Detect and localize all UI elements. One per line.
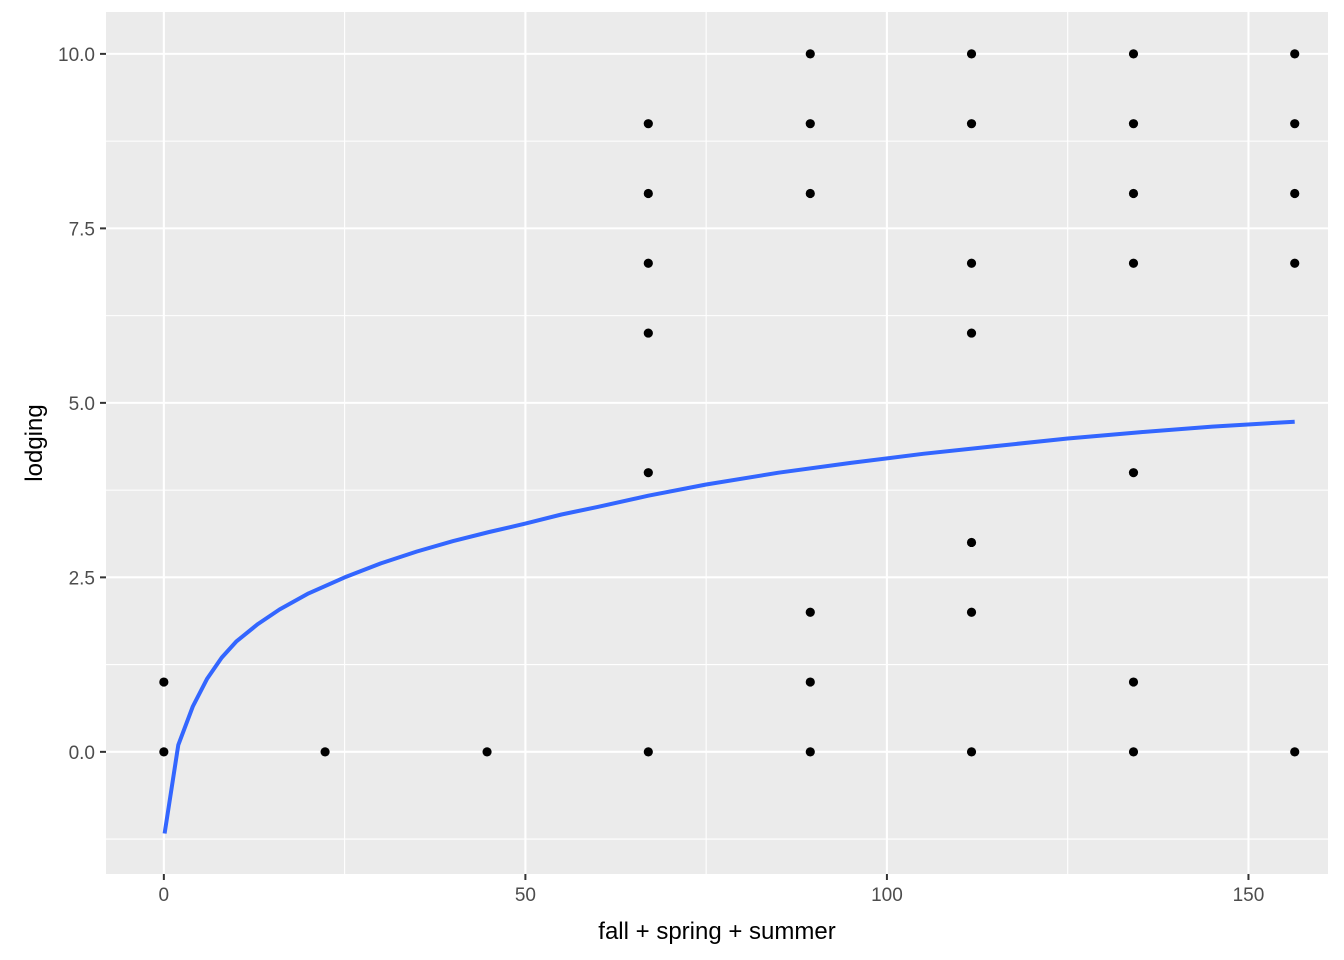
data-point <box>1128 188 1139 199</box>
data-point <box>805 677 815 687</box>
data-point <box>805 188 815 199</box>
data-point <box>1290 258 1300 268</box>
x-tick-label: 100 <box>871 885 903 906</box>
data-point <box>966 328 977 338</box>
y-tick-label: 5.0 <box>69 394 95 415</box>
data-point <box>643 119 653 129</box>
x-tick-label: 0 <box>159 885 170 906</box>
data-point <box>805 49 815 59</box>
y-axis-title: lodging <box>21 404 48 481</box>
smooth-line-layer <box>162 419 1295 834</box>
data-point <box>1290 49 1300 59</box>
y-tick-label: 7.5 <box>69 219 95 240</box>
data-point <box>966 747 977 757</box>
data-point <box>1290 188 1300 199</box>
plot-panel-background <box>106 12 1328 874</box>
data-point <box>966 607 977 617</box>
data-point <box>966 49 977 59</box>
x-axis: 0 50 100 150 <box>159 874 1265 906</box>
x-tick-label: 150 <box>1233 885 1265 906</box>
data-point <box>1128 468 1139 478</box>
data-point <box>1128 49 1139 59</box>
data-point <box>1290 747 1300 757</box>
data-point <box>482 747 492 757</box>
y-tick-label: 10.0 <box>58 45 95 66</box>
data-point <box>643 258 653 268</box>
data-point <box>320 747 330 757</box>
data-point <box>805 119 815 129</box>
minor-gridlines <box>106 12 1328 874</box>
y-axis: 0.0 2.5 5.0 7.5 10.0 <box>58 45 106 764</box>
data-point <box>643 328 653 338</box>
data-point <box>1128 119 1139 129</box>
data-point <box>643 747 653 757</box>
data-point <box>1128 258 1139 268</box>
data-points <box>159 49 1300 757</box>
y-tick-label: 0.0 <box>69 743 95 764</box>
data-point <box>1290 119 1300 129</box>
data-point <box>159 677 169 687</box>
data-point <box>966 258 977 268</box>
x-axis-title: fall + spring + summer <box>598 918 835 945</box>
smooth-fit-line <box>162 419 1295 834</box>
data-point <box>643 468 653 478</box>
data-point <box>966 119 977 129</box>
data-point <box>643 188 653 199</box>
data-point <box>159 747 169 757</box>
y-tick-label: 2.5 <box>69 568 95 589</box>
data-point <box>1128 747 1139 757</box>
data-point <box>966 537 977 548</box>
x-tick-label: 50 <box>515 885 536 906</box>
major-gridlines <box>106 12 1328 874</box>
data-point <box>805 607 815 617</box>
data-point <box>1128 677 1139 687</box>
data-point <box>805 747 815 757</box>
